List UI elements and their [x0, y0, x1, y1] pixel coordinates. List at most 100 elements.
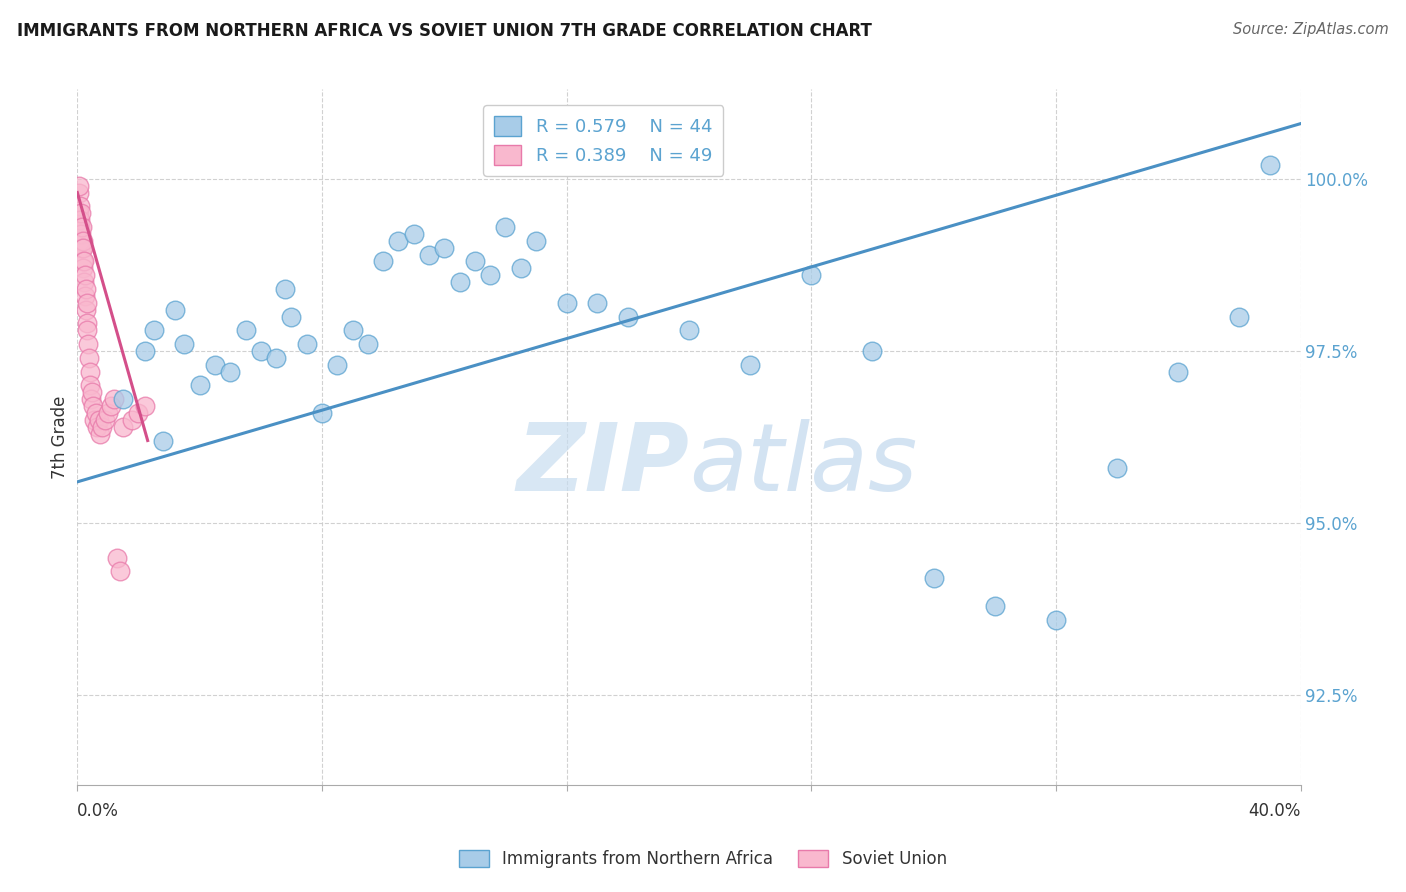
Point	[70, 241, 93, 255]
Point	[371, 254, 394, 268]
Point	[70, 227, 93, 241]
Point	[280, 310, 302, 324]
Text: atlas: atlas	[689, 419, 917, 510]
Point	[235, 323, 257, 337]
Point	[83, 413, 105, 427]
Point	[76, 295, 98, 310]
Point	[97, 406, 120, 420]
Point	[127, 406, 149, 420]
Point	[250, 343, 273, 358]
Point	[75, 282, 97, 296]
Point	[204, 358, 226, 372]
Legend: R = 0.579    N = 44, R = 0.389    N = 49: R = 0.579 N = 44, R = 0.389 N = 49	[484, 105, 723, 176]
Point	[112, 392, 135, 407]
Point	[326, 358, 349, 372]
Point	[1229, 310, 1251, 324]
Point	[984, 599, 1007, 613]
Point	[70, 206, 93, 220]
Point	[84, 406, 107, 420]
Point	[105, 550, 128, 565]
Point	[464, 254, 486, 268]
Point	[142, 323, 165, 337]
Point	[72, 254, 94, 268]
Text: IMMIGRANTS FROM NORTHERN AFRICA VS SOVIET UNION 7TH GRADE CORRELATION CHART: IMMIGRANTS FROM NORTHERN AFRICA VS SOVIE…	[17, 22, 872, 40]
Point	[79, 365, 101, 379]
Point	[134, 399, 156, 413]
Point	[87, 413, 110, 427]
Point	[165, 302, 187, 317]
Point	[73, 275, 96, 289]
Point	[617, 310, 640, 324]
Point	[77, 351, 100, 365]
Point	[219, 365, 242, 379]
Point	[264, 351, 287, 365]
Point	[79, 378, 101, 392]
Point	[402, 227, 425, 241]
Point	[69, 213, 91, 227]
Point	[69, 241, 91, 255]
Point	[70, 219, 93, 234]
Point	[173, 337, 195, 351]
Point	[524, 234, 547, 248]
Point	[94, 413, 117, 427]
Point	[740, 358, 762, 372]
Point	[76, 323, 98, 337]
Point	[67, 186, 90, 200]
Point	[100, 399, 122, 413]
Point	[1107, 461, 1129, 475]
Point	[1167, 365, 1189, 379]
Point	[67, 178, 90, 193]
Point	[72, 234, 94, 248]
Point	[67, 206, 90, 220]
Point	[76, 317, 98, 331]
Point	[77, 337, 100, 351]
Point	[586, 295, 609, 310]
Point	[418, 247, 440, 261]
Point	[89, 426, 111, 441]
Point	[80, 385, 103, 400]
Point	[69, 199, 91, 213]
Point	[75, 302, 97, 317]
Point	[387, 234, 409, 248]
Point	[479, 268, 502, 283]
Point	[103, 392, 125, 407]
Point	[495, 219, 517, 234]
Point	[121, 413, 143, 427]
Point	[73, 254, 96, 268]
Point	[555, 295, 578, 310]
Point	[86, 419, 108, 434]
Point	[509, 261, 531, 276]
Point	[274, 282, 297, 296]
Point	[134, 343, 156, 358]
Point	[72, 241, 94, 255]
Text: Source: ZipAtlas.com: Source: ZipAtlas.com	[1233, 22, 1389, 37]
Point	[108, 565, 131, 579]
Point	[67, 227, 90, 241]
Point	[862, 343, 884, 358]
Point	[112, 419, 135, 434]
Text: ZIP: ZIP	[516, 419, 689, 511]
Point	[311, 406, 333, 420]
Point	[295, 337, 318, 351]
Point	[72, 261, 94, 276]
Point	[357, 337, 380, 351]
Point	[90, 419, 112, 434]
Point	[800, 268, 823, 283]
Point	[433, 241, 456, 255]
Point	[69, 219, 91, 234]
Point	[188, 378, 211, 392]
Legend: Immigrants from Northern Africa, Soviet Union: Immigrants from Northern Africa, Soviet …	[453, 843, 953, 875]
Point	[80, 392, 103, 407]
Point	[82, 399, 104, 413]
Y-axis label: 7th Grade: 7th Grade	[51, 395, 69, 479]
Point	[449, 275, 471, 289]
Point	[922, 571, 945, 585]
Point	[73, 289, 96, 303]
Text: 40.0%: 40.0%	[1249, 802, 1301, 820]
Point	[152, 434, 174, 448]
Point	[1045, 613, 1067, 627]
Point	[1258, 158, 1281, 172]
Point	[73, 268, 96, 283]
Point	[678, 323, 700, 337]
Text: 0.0%: 0.0%	[77, 802, 120, 820]
